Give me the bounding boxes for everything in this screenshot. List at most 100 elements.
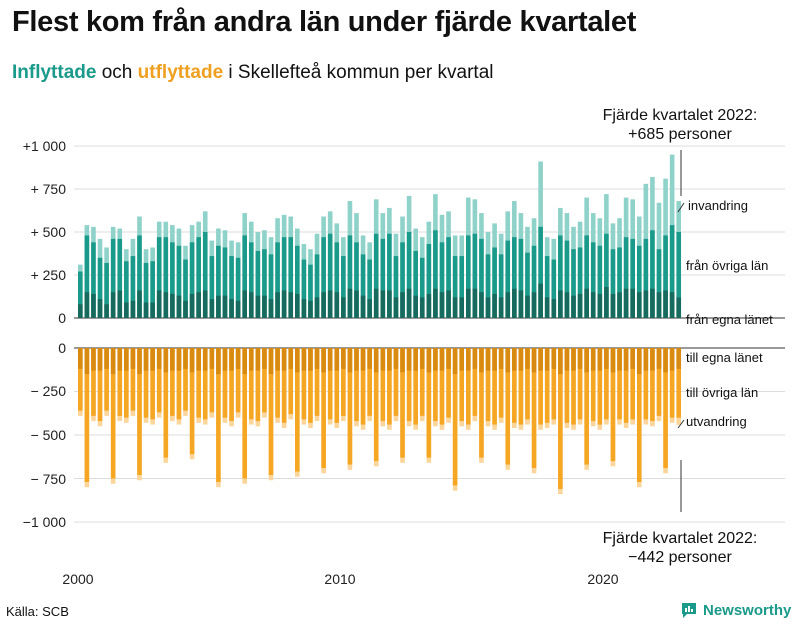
bar-outflow-region bbox=[604, 348, 609, 420]
bar-outflow-local bbox=[170, 348, 175, 371]
label-invandring: invandring bbox=[688, 198, 748, 213]
bar-outflow-local bbox=[150, 348, 155, 371]
bar-outflow-region bbox=[156, 348, 162, 413]
bar-inflow-local bbox=[288, 292, 294, 318]
bar-inflow-region bbox=[433, 230, 438, 318]
label-till-ovriga-lan: till övriga län bbox=[686, 385, 758, 400]
bar-outflow-region bbox=[137, 348, 142, 476]
annotation-top-line1: Fjärde kvartalet 2022: bbox=[603, 107, 758, 124]
bar-inflow-region bbox=[636, 245, 642, 318]
bar-inflow-region bbox=[295, 245, 300, 318]
bar-inflow-region bbox=[124, 261, 129, 318]
bar-inflow-local bbox=[209, 299, 215, 318]
bar-inflow-local bbox=[327, 290, 333, 318]
bar-outflow-local bbox=[571, 348, 576, 371]
label-till-egna-lanet: till egna länet bbox=[686, 350, 763, 365]
bar-outflow-region bbox=[235, 348, 241, 413]
bar-inflow-local bbox=[551, 299, 557, 318]
bar-inflow-region bbox=[327, 233, 333, 318]
bar-inflow-local bbox=[183, 300, 188, 318]
bar-inflow-local bbox=[163, 292, 169, 318]
bar-outflow-local bbox=[617, 348, 622, 371]
bar-outflow-local bbox=[538, 348, 543, 371]
bar-outflow-local bbox=[183, 348, 188, 369]
bar-inflow-local bbox=[439, 292, 445, 318]
bar-inflow-local bbox=[465, 288, 471, 318]
bar-inflow-region bbox=[84, 235, 90, 318]
label-utvandring: utvandring bbox=[686, 414, 747, 429]
bar-inflow-local bbox=[137, 290, 142, 318]
bar-outflow-local bbox=[584, 348, 589, 373]
bar-inflow-region bbox=[446, 237, 451, 318]
bar-outflow-region bbox=[334, 348, 340, 423]
bar-outflow-local bbox=[202, 348, 208, 371]
bar-inflow-region bbox=[314, 254, 320, 318]
bar-inflow-region bbox=[400, 242, 405, 318]
bar-outflow-local bbox=[334, 348, 340, 371]
bar-inflow-region bbox=[354, 242, 359, 318]
bar-outflow-local bbox=[209, 348, 215, 369]
bar-outflow-local bbox=[301, 348, 307, 371]
bar-outflow-region bbox=[551, 348, 557, 420]
bar-inflow-local bbox=[558, 290, 563, 318]
bar-outflow-region bbox=[433, 348, 438, 422]
bar-outflow-local bbox=[347, 348, 353, 373]
bar-outflow-region bbox=[669, 348, 675, 418]
bar-inflow-region bbox=[222, 247, 228, 318]
bar-inflow-region bbox=[597, 245, 603, 318]
newsworthy-logo-icon bbox=[682, 603, 696, 618]
bar-outflow-local bbox=[643, 348, 649, 371]
bar-inflow-local bbox=[380, 290, 386, 318]
chart-subtitle: Inflyttade och utflyttade i Skellefteå k… bbox=[12, 62, 494, 84]
bar-outflow-region bbox=[295, 348, 300, 472]
bar-inflow-local bbox=[597, 293, 603, 318]
bar-outflow-region bbox=[360, 348, 366, 425]
bar-inflow-local bbox=[117, 290, 123, 318]
bar-inflow-local bbox=[650, 288, 655, 318]
bar-outflow-region bbox=[321, 348, 326, 469]
bar-inflow-local bbox=[235, 300, 241, 318]
outflow-bars bbox=[78, 348, 682, 495]
bar-outflow-local bbox=[321, 348, 326, 373]
bar-inflow-local bbox=[295, 293, 300, 318]
bar-inflow-region bbox=[498, 254, 504, 318]
bar-outflow-region bbox=[406, 348, 412, 422]
bar-outflow-local bbox=[117, 348, 123, 371]
bar-outflow-local bbox=[176, 348, 182, 371]
bar-outflow-local bbox=[255, 348, 261, 371]
bar-outflow-region bbox=[643, 348, 649, 420]
x-tick-2000: 2000 bbox=[62, 571, 93, 587]
bar-outflow-region bbox=[314, 348, 320, 416]
bar-outflow-local bbox=[308, 348, 313, 371]
bar-outflow-local bbox=[84, 348, 90, 375]
newsworthy-logo: Newsworthy bbox=[680, 601, 791, 619]
newsworthy-logo-text: Newsworthy bbox=[703, 601, 792, 619]
bar-outflow-local bbox=[498, 348, 504, 369]
bar-outflow-local bbox=[564, 348, 570, 371]
bar-outflow-region bbox=[130, 348, 136, 411]
bar-outflow-local bbox=[222, 348, 228, 371]
bar-inflow-region bbox=[143, 262, 149, 318]
bar-inflow-local bbox=[387, 290, 392, 318]
bar-outflow-local bbox=[531, 348, 537, 373]
bar-outflow-region bbox=[656, 348, 662, 416]
bar-inflow-local bbox=[275, 292, 280, 318]
bar-outflow-local bbox=[465, 348, 471, 371]
bar-inflow-region bbox=[623, 237, 629, 318]
bar-inflow-region bbox=[650, 230, 655, 318]
annotation-top-line2: +685 personer bbox=[628, 126, 732, 143]
bar-outflow-local bbox=[380, 348, 386, 371]
bar-inflow-local bbox=[426, 293, 432, 318]
bar-outflow-local bbox=[104, 348, 109, 369]
bar-outflow-local bbox=[248, 348, 254, 371]
bar-outflow-region bbox=[571, 348, 576, 425]
bar-inflow-local bbox=[643, 290, 649, 318]
x-tick-2020: 2020 bbox=[587, 571, 618, 587]
bar-outflow-local bbox=[295, 348, 300, 373]
bar-outflow-local bbox=[492, 348, 497, 371]
bar-outflow-region bbox=[380, 348, 386, 422]
bar-inflow-local bbox=[222, 295, 228, 318]
source-note: Källa: SCB bbox=[6, 604, 69, 619]
bar-outflow-local bbox=[419, 348, 425, 369]
bar-inflow-region bbox=[669, 225, 675, 318]
